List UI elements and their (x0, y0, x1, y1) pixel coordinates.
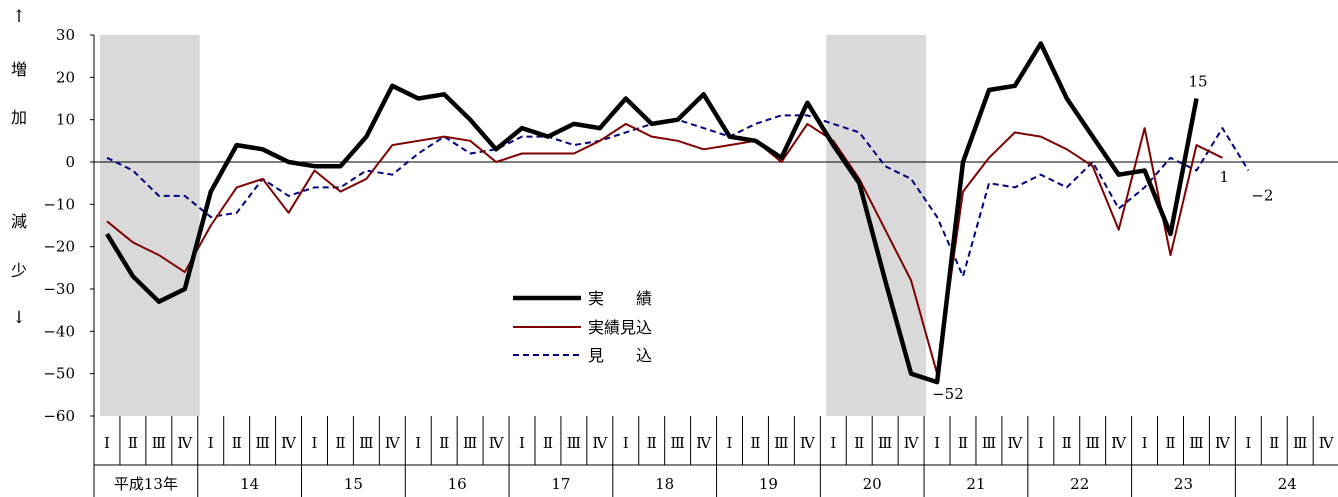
quarter-label: Ⅳ (489, 434, 505, 452)
quarter-label: Ⅳ (904, 434, 920, 452)
year-label: 19 (759, 475, 778, 493)
quarter-label: Ⅲ (1085, 434, 1099, 452)
decrease-label-1: 減 (11, 212, 27, 231)
quarter-label: Ⅱ (439, 434, 449, 452)
year-label: 17 (551, 475, 570, 493)
quarter-label: Ⅰ (104, 434, 110, 452)
quarter-label: Ⅳ (1111, 434, 1127, 452)
year-label: 15 (344, 475, 363, 493)
y-tick-label: −60 (43, 407, 75, 425)
quarter-label: Ⅰ (312, 434, 318, 452)
y-tick-label: −40 (43, 322, 75, 340)
series-end-label: 1 (1219, 168, 1229, 186)
quarter-label: Ⅰ (1038, 434, 1044, 452)
year-label: 14 (240, 475, 259, 493)
quarter-label: Ⅱ (958, 434, 968, 452)
series-end-label: −2 (1251, 186, 1273, 204)
legend-label: 実績見込 (588, 318, 652, 337)
year-label: 20 (863, 475, 882, 493)
quarter-label: Ⅳ (281, 434, 297, 452)
quarter-label: Ⅱ (543, 434, 553, 452)
quarter-label: Ⅱ (750, 434, 760, 452)
quarter-label: Ⅳ (800, 434, 816, 452)
quarter-label: Ⅱ (232, 434, 242, 452)
quarter-label: Ⅲ (670, 434, 684, 452)
quarter-label: Ⅳ (696, 434, 712, 452)
year-label: 16 (448, 475, 467, 493)
legend-label: 実 績 (588, 289, 652, 308)
year-label: 24 (1278, 475, 1297, 493)
quarter-label: Ⅰ (415, 434, 421, 452)
quarter-label: Ⅲ (1189, 434, 1203, 452)
shaded-periods (100, 35, 927, 416)
year-label: 平成13年 (114, 475, 178, 493)
quarter-label: Ⅱ (1269, 434, 1279, 452)
quarter-label: Ⅳ (1319, 434, 1335, 452)
y-tick-label: −20 (43, 238, 75, 256)
quarter-label: Ⅲ (567, 434, 581, 452)
series-lines (105, 41, 1250, 385)
axes (90, 34, 1338, 497)
increase-label-1: 増 (11, 60, 27, 79)
shaded-period-1 (100, 35, 200, 416)
quarter-label: Ⅲ (152, 434, 166, 452)
quarter-label: Ⅰ (1245, 434, 1251, 452)
legend-label: 見 込 (588, 346, 652, 365)
quarter-label: Ⅲ (255, 434, 269, 452)
quarter-label: Ⅱ (1165, 434, 1175, 452)
quarter-label: Ⅳ (1007, 434, 1023, 452)
year-label: 22 (1070, 475, 1089, 493)
quarter-label: Ⅱ (647, 434, 657, 452)
up-arrow-label: ↑ (12, 7, 26, 27)
quarter-label: Ⅲ (463, 434, 477, 452)
quarter-label: Ⅲ (1293, 434, 1307, 452)
quarter-label: Ⅰ (727, 434, 733, 452)
quarter-label: Ⅱ (1062, 434, 1072, 452)
quarter-label: Ⅰ (623, 434, 629, 452)
quarter-label: Ⅲ (774, 434, 788, 452)
series-end-label: 15 (1188, 73, 1207, 91)
year-label: 18 (655, 475, 674, 493)
decrease-label-2: 少 (11, 261, 27, 280)
series-line-1 (105, 41, 1199, 385)
quarter-label: Ⅱ (335, 434, 345, 452)
y-tick-label: 10 (56, 111, 75, 129)
year-label: 21 (966, 475, 985, 493)
quarter-label: Ⅳ (385, 434, 401, 452)
y-tick-label: 0 (65, 153, 75, 171)
quarter-label: Ⅰ (830, 434, 836, 452)
y-tick-label: 30 (56, 26, 75, 44)
quarter-label: Ⅰ (208, 434, 214, 452)
quarter-label: Ⅱ (854, 434, 864, 452)
y-tick-label: −10 (43, 195, 75, 213)
quarter-label: Ⅰ (934, 434, 940, 452)
down-arrow-label: ↓ (12, 308, 26, 328)
increase-label-2: 加 (11, 108, 27, 127)
quarter-label: Ⅲ (359, 434, 373, 452)
quarter-label: Ⅳ (1215, 434, 1231, 452)
quarter-label: Ⅳ (592, 434, 608, 452)
quarter-label: Ⅲ (982, 434, 996, 452)
trough-annotation: −52 (932, 385, 964, 403)
quarter-label: Ⅲ (878, 434, 892, 452)
quarter-label: Ⅳ (177, 434, 193, 452)
y-tick-label: 20 (56, 68, 75, 86)
series-line-3 (106, 114, 1250, 278)
year-label: 23 (1174, 475, 1193, 493)
quarter-label: Ⅱ (128, 434, 138, 452)
shaded-period-2 (826, 35, 927, 416)
y-tick-label: −50 (43, 365, 75, 383)
quarter-label: Ⅰ (1142, 434, 1148, 452)
y-tick-label: −30 (43, 280, 75, 298)
series-line-2 (106, 122, 1223, 375)
quarter-label: Ⅰ (519, 434, 525, 452)
